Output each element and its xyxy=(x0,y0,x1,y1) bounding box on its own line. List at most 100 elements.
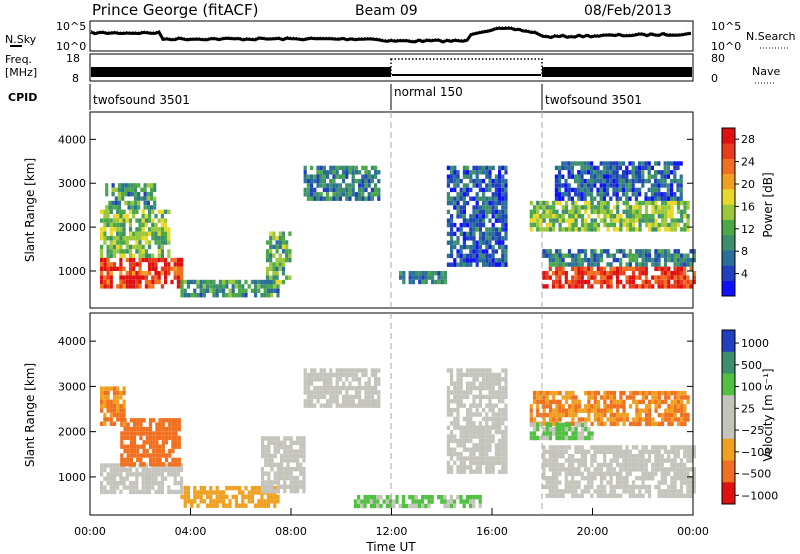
power-colorbar-swatch xyxy=(722,265,735,282)
velocity-colorbar-swatch xyxy=(722,395,735,418)
velocity-colorbar-tick: 25 xyxy=(741,402,755,415)
ytick-label: 4000 xyxy=(58,335,86,348)
power-region-0 xyxy=(100,257,184,289)
freq-label-line1: Freq. xyxy=(5,53,32,66)
nave-tick-high: 80 xyxy=(711,52,725,65)
power-heatmap xyxy=(100,161,696,298)
velocity-region-4 xyxy=(260,436,306,494)
xtick-label: 08:00 xyxy=(275,525,307,538)
cpid-label: CPID xyxy=(8,91,37,104)
beam-label: Beam 09 xyxy=(355,3,418,19)
velocity-colorbar-tick: −25 xyxy=(741,424,764,437)
ytick-label: 2000 xyxy=(58,426,86,439)
station-title: Prince George (fitACF) xyxy=(92,1,258,19)
time-xlabel: Time UT xyxy=(365,540,416,554)
velocity-region-8 xyxy=(542,445,696,498)
velocity-colorbar-tick: −100 xyxy=(741,446,771,459)
power-y-axis: 1000 2000 3000 4000 xyxy=(58,133,693,278)
nsky-label: N.Sky xyxy=(5,33,37,46)
velocity-colorbar-tick: 100 xyxy=(741,381,762,394)
xtick-label: 04:00 xyxy=(175,525,207,538)
power-panel: 1000 2000 3000 4000 Slant Range [km] 4 8 12 16… xyxy=(23,111,775,309)
ytick-label: 3000 xyxy=(58,380,86,393)
velocity-colorbar-label: Velocity [m s⁻¹] xyxy=(761,368,775,461)
nave-label: Nave xyxy=(752,65,780,78)
power-colorbar-tick: 28 xyxy=(741,133,755,146)
power-colorbar-swatch xyxy=(722,204,735,220)
ytick-label: 1000 xyxy=(58,471,86,484)
freq-tick-high: 18 xyxy=(66,52,80,65)
velocity-colorbar-swatch xyxy=(722,460,735,483)
nave-trace-segment-2 xyxy=(390,58,543,76)
noise-tick-low-left: 10^0 xyxy=(56,40,86,53)
power-colorbar-tick: 20 xyxy=(741,178,755,191)
velocity-colorbar-swatch xyxy=(722,330,735,353)
velocity-region-5 xyxy=(303,368,381,408)
power-colorbar-swatch xyxy=(722,158,735,175)
power-colorbar-swatch xyxy=(722,173,735,190)
velocity-colorbar: 1000 500 100 25 −25 −100 −500 −1000 xyxy=(721,329,778,505)
ytick-label: 1000 xyxy=(58,265,86,278)
power-region-10 xyxy=(529,200,690,232)
noise-tick-high-right: 10^5 xyxy=(711,20,741,33)
power-region-1 xyxy=(100,209,171,258)
ytick-label: 2000 xyxy=(58,221,86,234)
freq-bar-segment-1 xyxy=(91,67,391,77)
power-region-7 xyxy=(446,165,508,267)
power-colorbar-swatch xyxy=(722,128,735,144)
velocity-colorbar-swatch xyxy=(722,438,735,461)
power-region-5 xyxy=(303,165,381,201)
freq-label-line2: [MHz] xyxy=(5,66,37,79)
power-colorbar-tick: 16 xyxy=(741,200,755,213)
power-colorbar-swatch xyxy=(722,234,735,251)
velocity-ylabel: Slant Range [km] xyxy=(23,363,37,467)
power-colorbar-label: Power [dB] xyxy=(761,172,775,237)
velocity-y-axis: 1000 2000 3000 4000 xyxy=(58,335,693,484)
velocity-heatmap xyxy=(100,368,696,509)
power-region-11 xyxy=(554,161,683,201)
velocity-colorbar-tick: 500 xyxy=(741,359,762,372)
power-region-3 xyxy=(180,279,280,298)
velocity-colorbar-swatch xyxy=(722,373,735,396)
velocity-colorbar-swatch xyxy=(722,417,735,440)
freq-bar-segment-3 xyxy=(542,67,692,77)
power-colorbar-tick: 12 xyxy=(741,223,755,236)
noise-panel: N.Sky 10^5 10^0 10^5 10^0 N.Search xyxy=(5,20,796,53)
power-region-9 xyxy=(542,249,696,267)
velocity-region-10 xyxy=(529,422,594,441)
nsearch-label: N.Search xyxy=(746,30,796,43)
cpid-row: CPID twofsound 3501 normal 150 twofsound… xyxy=(8,84,642,110)
cpid-segment-3: twofsound 3501 xyxy=(545,93,642,107)
noise-tick-high-left: 10^5 xyxy=(56,20,86,33)
power-colorbar-swatch xyxy=(722,189,735,205)
velocity-region-6 xyxy=(353,495,482,509)
power-region-8 xyxy=(542,266,696,289)
xtick-label: 12:00 xyxy=(376,525,408,538)
power-colorbar-tick: 4 xyxy=(741,268,748,281)
velocity-region-9 xyxy=(529,390,690,427)
power-colorbar-swatch xyxy=(722,143,735,159)
velocity-colorbar-tick: −500 xyxy=(741,468,771,481)
cpid-segment-1: twofsound 3501 xyxy=(93,93,190,107)
power-colorbar: 4 8 12 16 20 24 28 xyxy=(721,127,755,297)
velocity-region-2 xyxy=(100,386,126,426)
power-ylabel: Slant Range [km] xyxy=(23,158,37,262)
velocity-colorbar-swatch xyxy=(722,482,735,505)
ytick-label: 3000 xyxy=(58,177,86,190)
velocity-colorbar-tick: −1000 xyxy=(741,489,778,502)
power-colorbar-tick: 24 xyxy=(741,156,755,169)
power-colorbar-swatch xyxy=(722,219,735,236)
power-region-6 xyxy=(399,271,447,285)
cpid-segment-2: normal 150 xyxy=(394,85,463,99)
noise-sky-trace xyxy=(90,26,692,44)
noise-search-trace xyxy=(90,26,692,42)
velocity-region-1 xyxy=(120,418,181,467)
noise-tick-low-right: 10^0 xyxy=(711,40,741,53)
date-label: 08/Feb/2013 xyxy=(584,3,672,19)
power-colorbar-swatch xyxy=(722,250,735,266)
xtick-label: 16:00 xyxy=(476,525,508,538)
velocity-colorbar-tick: 1000 xyxy=(741,337,769,350)
velocity-colorbar-swatch xyxy=(722,351,735,374)
power-colorbar-tick: 8 xyxy=(741,245,748,258)
power-colorbar-swatch xyxy=(722,280,735,297)
